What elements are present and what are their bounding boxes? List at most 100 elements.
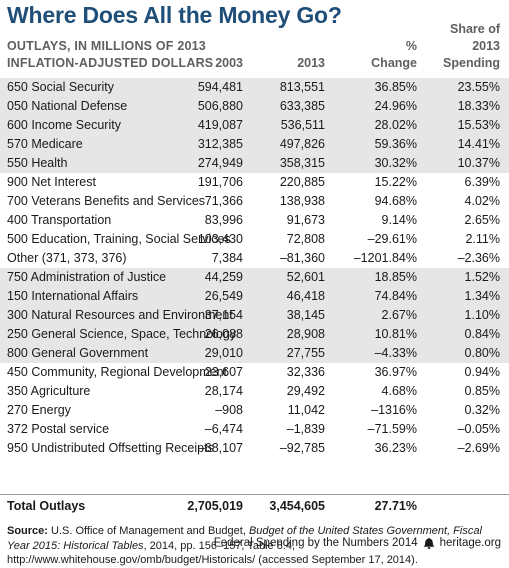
row-label: 750 Administration of Justice [7,270,167,284]
row-label: 450 Community, Regional Development [7,365,228,379]
header-line-1: OUTLAYS, IN MILLIONS OF 2013 [7,39,206,53]
row-pct-change: 15.22% [374,175,417,189]
row-pct-change: 24.96% [374,99,417,113]
header-share-line-2: 2013 [472,39,500,53]
row-pct-change: 74.84% [374,289,417,303]
total-pct-change: 27.71% [374,499,417,513]
header-share-line-1: Share of [449,22,500,36]
table-row: 750 Administration of Justice 44,259 52,60… [0,268,509,287]
source-title: Budget of the United States Government, … [7,525,482,552]
row-label: 050 National Defense [7,99,128,113]
row-label: 950 Undistributed Offsetting Receipts [7,441,214,455]
row-2003-value: 29,010 [204,346,243,360]
row-label: 270 Energy [7,403,71,417]
row-pct-change: –1201.84% [353,251,417,265]
row-2013-value: 52,601 [286,270,325,284]
row-label: 500 Education, Training, Social Services [7,232,231,246]
row-2013-value: 813,551 [279,80,325,94]
row-2013-value: 46,418 [286,289,325,303]
row-share: 1.10% [464,308,500,322]
row-pct-change: 4.68% [381,384,417,398]
row-pct-change: 36.85% [374,80,417,94]
row-2013-value: 358,315 [279,156,325,170]
row-share: 1.52% [464,270,500,284]
row-2013-value: 28,908 [286,327,325,341]
table-row: 950 Undistributed Offsetting Receipts –68… [0,439,509,458]
row-share: –0.05% [457,422,500,436]
row-pct-change: 94.68% [374,194,417,208]
row-share: –2.36% [457,251,500,265]
header-share-line-3: Spending [443,56,500,70]
row-pct-change: 28.02% [374,118,417,132]
row-share: 6.39% [464,175,500,189]
row-share: 18.33% [457,99,500,113]
row-2003-value: 274,949 [197,156,243,170]
row-share: 1.34% [464,289,500,303]
row-label: 300 Natural Resources and Environment [7,308,233,322]
row-share: 0.84% [464,327,500,341]
table-row: Other (371, 373, 376) 7,384 –81,360 –1201.8… [0,249,509,268]
table-row: 250 General Science, Space, Technology 26… [0,325,509,344]
page-title: Where Does All the Money Go? [7,2,342,28]
footer-site: heritage.org [439,537,501,549]
row-pct-change: –71.59% [367,422,417,436]
row-share: 0.32% [464,403,500,417]
table-row: 300 Natural Resources and Environment 37,… [0,306,509,325]
outlays-table: 650 Social Security 594,481 813,551 36.85% 2… [0,78,509,458]
row-2003-value: 26,088 [204,327,243,341]
row-label: 550 Health [7,156,68,170]
row-2003-value: 419,087 [197,118,243,132]
row-share: 10.37% [457,156,500,170]
row-2003-value: –908 [215,403,243,417]
table-row: 650 Social Security 594,481 813,551 36.85% 2… [0,78,509,97]
header-percent-change: % Change [371,38,417,72]
row-share: 15.53% [457,118,500,132]
row-label: 350 Agriculture [7,384,91,398]
row-pct-change: 2.67% [381,308,417,322]
row-2013-value: –92,785 [279,441,325,455]
row-pct-change: 18.85% [374,270,417,284]
row-2013-value: –81,360 [279,251,325,265]
row-label: 800 General Government [7,346,149,360]
row-2003-value: 103,430 [197,232,243,246]
table-row: 270 Energy –908 11,042 –1316% 0.32% [0,401,509,420]
table-row: 550 Health 274,949 358,315 30.32% 10.37% [0,154,509,173]
row-2013-value: 138,938 [279,194,325,208]
row-2003-value: –68,107 [197,441,243,455]
row-share: 23.55% [457,80,500,94]
row-pct-change: 36.97% [374,365,417,379]
total-2013: 3,454,605 [269,499,325,513]
row-label: 400 Transportation [7,213,112,227]
table-row: 400 Transportation 83,996 91,673 9.14% 2.65% [0,211,509,230]
row-2013-value: 38,145 [286,308,325,322]
row-share: 14.41% [457,137,500,151]
row-share: 0.85% [464,384,500,398]
row-2003-value: 7,384 [211,251,243,265]
table-row: 600 Income Security 419,087 536,511 28.02% 1… [0,116,509,135]
row-label: 250 General Science, Space, Technology [7,327,237,341]
row-2003-value: 44,259 [204,270,243,284]
row-label: 900 Net Interest [7,175,96,189]
row-2003-value: 26,549 [204,289,243,303]
row-2013-value: 536,511 [280,118,325,132]
row-2013-value: –1,839 [286,422,325,436]
row-pct-change: –29.61% [367,232,417,246]
row-2003-value: 28,174 [204,384,243,398]
row-label: Other (371, 373, 376) [7,251,127,265]
row-2013-value: 91,673 [286,213,325,227]
header-2003: 2003 [215,56,243,70]
total-row: Total Outlays 2,705,019 3,454,605 27.71% [0,496,509,517]
row-share: –2.69% [457,441,500,455]
row-label: 700 Veterans Benefits and Services [7,194,206,208]
row-2003-value: 191,706 [197,175,243,189]
row-2013-value: 72,808 [286,232,325,246]
row-pct-change: 10.81% [374,327,417,341]
row-2013-value: 27,755 [286,346,325,360]
row-2013-value: 32,336 [286,365,325,379]
source-label: Source: [7,525,48,537]
header-line-2: INFLATION-ADJUSTED DOLLARS [7,56,214,70]
row-pct-change: 30.32% [374,156,417,170]
table-row: 450 Community, Regional Development 23,60… [0,363,509,382]
table-row: 500 Education, Training, Social Services… [0,230,509,249]
table-row: 372 Postal service –6,474 –1,839 –71.59% –0.… [0,420,509,439]
